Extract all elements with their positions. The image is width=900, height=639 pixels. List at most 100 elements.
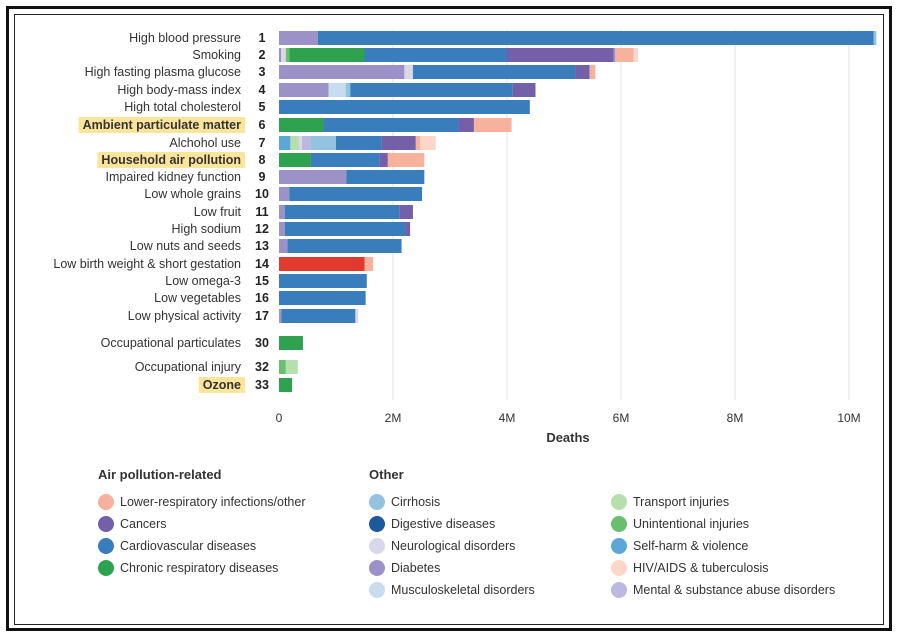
bar-segment bbox=[285, 48, 290, 62]
bar-segment bbox=[613, 48, 616, 62]
legend-label: HIV/AIDS & tuberculosis bbox=[633, 561, 769, 575]
row-label: Smoking bbox=[192, 48, 241, 62]
bar-segment bbox=[279, 274, 367, 288]
bar-segment bbox=[615, 48, 634, 62]
bar-segment bbox=[279, 31, 318, 45]
legend-label: Diabetes bbox=[391, 561, 441, 575]
bar-segment bbox=[405, 222, 411, 236]
row-label: High total cholesterol bbox=[124, 100, 241, 114]
bars bbox=[279, 31, 877, 392]
x-tick-label: 4M bbox=[499, 411, 516, 425]
bar-segment bbox=[279, 65, 405, 79]
legend-swatch bbox=[98, 516, 114, 532]
bar-segment bbox=[279, 205, 285, 219]
legend-item: Transport injuries bbox=[611, 494, 729, 510]
label-highlight bbox=[78, 117, 246, 133]
legend-item: HIV/AIDS & tuberculosis bbox=[611, 560, 768, 576]
row-labels: High blood pressure 1 Smoking 2 High fasting… bbox=[53, 31, 269, 392]
bar-segment bbox=[387, 153, 425, 167]
legend-item: Cardiovascular diseases bbox=[98, 538, 256, 554]
legend-item: Diabetes bbox=[369, 560, 440, 576]
legend-item: Mental & substance abuse disorders bbox=[611, 582, 835, 598]
label-highlight bbox=[97, 152, 245, 168]
bar-segment bbox=[404, 65, 413, 79]
bar-segment bbox=[415, 136, 421, 150]
row-label: High sodium bbox=[172, 222, 241, 236]
x-tick-label: 2M bbox=[385, 411, 402, 425]
label-highlight bbox=[198, 377, 246, 393]
bar-segment bbox=[279, 239, 288, 253]
row-label: High blood pressure bbox=[129, 31, 241, 45]
row-label: Low whole grains bbox=[144, 187, 241, 201]
bar-segment bbox=[873, 31, 877, 45]
x-tick-label: 8M bbox=[727, 411, 744, 425]
row-rank: 6 bbox=[259, 118, 266, 132]
bar-segment bbox=[279, 83, 329, 97]
row-label: Low birth weight & short gestation bbox=[53, 257, 241, 271]
bar-segment bbox=[279, 222, 285, 236]
legend-label: Unintentional injuries bbox=[633, 517, 750, 531]
bar-segment bbox=[473, 118, 512, 132]
row-label: Household air pollution bbox=[101, 153, 241, 167]
bar-segment bbox=[310, 153, 380, 167]
bar-segment bbox=[345, 83, 351, 97]
legend-item: Chronic respiratory diseases bbox=[98, 560, 278, 576]
bar-segment bbox=[589, 65, 596, 79]
legend-item: Digestive diseases bbox=[369, 516, 495, 532]
bar-segment bbox=[279, 153, 311, 167]
bar-segment bbox=[364, 48, 507, 62]
bar-segment bbox=[301, 136, 311, 150]
legend-swatch bbox=[611, 560, 627, 576]
bar-segment bbox=[281, 309, 356, 323]
bar-segment bbox=[279, 336, 303, 350]
row-label: High fasting plasma glucose bbox=[85, 65, 241, 79]
bar-segment bbox=[355, 309, 359, 323]
row-rank: 8 bbox=[259, 153, 266, 167]
legend-label: Transport injuries bbox=[633, 495, 730, 509]
legend-label: Chronic respiratory diseases bbox=[120, 561, 279, 575]
bar-segment bbox=[323, 118, 459, 132]
bar-segment bbox=[317, 31, 874, 45]
bar-segment bbox=[279, 100, 530, 114]
bar-segment bbox=[279, 136, 291, 150]
bar-segment bbox=[328, 83, 346, 97]
bar-segment bbox=[364, 257, 374, 271]
bar-segment bbox=[420, 136, 436, 150]
row-label: Ozone bbox=[203, 378, 241, 392]
legend-title-air-pollution: Air pollution-related bbox=[98, 467, 222, 482]
bar-segment bbox=[279, 309, 282, 323]
row-label: Impaired kidney function bbox=[106, 170, 242, 184]
row-rank: 10 bbox=[255, 187, 269, 201]
bar-segment bbox=[507, 48, 614, 62]
bar-segment bbox=[346, 170, 425, 184]
row-rank: 16 bbox=[255, 291, 269, 305]
legend-swatch bbox=[369, 582, 385, 598]
row-label: Low physical activity bbox=[128, 309, 242, 323]
legend-label: Lower-respiratory infections/other bbox=[120, 495, 306, 509]
bar-segment bbox=[279, 291, 366, 305]
bar-segment bbox=[298, 136, 302, 150]
x-tick-label: 6M bbox=[613, 411, 630, 425]
legend-swatch bbox=[611, 516, 627, 532]
legend-swatch bbox=[369, 494, 385, 510]
row-rank: 13 bbox=[255, 239, 269, 253]
bar-segment bbox=[512, 83, 536, 97]
row-label: Alchohol use bbox=[169, 136, 241, 150]
row-label: High body-mass index bbox=[117, 83, 241, 97]
legend-label: Cirrhosis bbox=[391, 495, 441, 509]
label-highlights bbox=[78, 117, 246, 393]
row-rank: 1 bbox=[259, 31, 266, 45]
bar-segment bbox=[379, 153, 388, 167]
risk-factor-chart: High blood pressure 1 Smoking 2 High fasting… bbox=[53, 30, 877, 445]
bar-segment bbox=[290, 136, 299, 150]
legend-item: Lower-respiratory infections/other bbox=[98, 494, 306, 510]
bar-segment bbox=[381, 136, 416, 150]
bar-segment bbox=[279, 118, 324, 132]
legend-label: Musculoskeletal disorders bbox=[391, 583, 535, 597]
legend-item: Cirrhosis bbox=[369, 494, 440, 510]
legend-swatch bbox=[98, 538, 114, 554]
bar-segment bbox=[281, 48, 286, 62]
row-rank: 2 bbox=[259, 48, 266, 62]
legend-item: Self-harm & violence bbox=[611, 538, 748, 554]
bar-segment bbox=[350, 83, 513, 97]
